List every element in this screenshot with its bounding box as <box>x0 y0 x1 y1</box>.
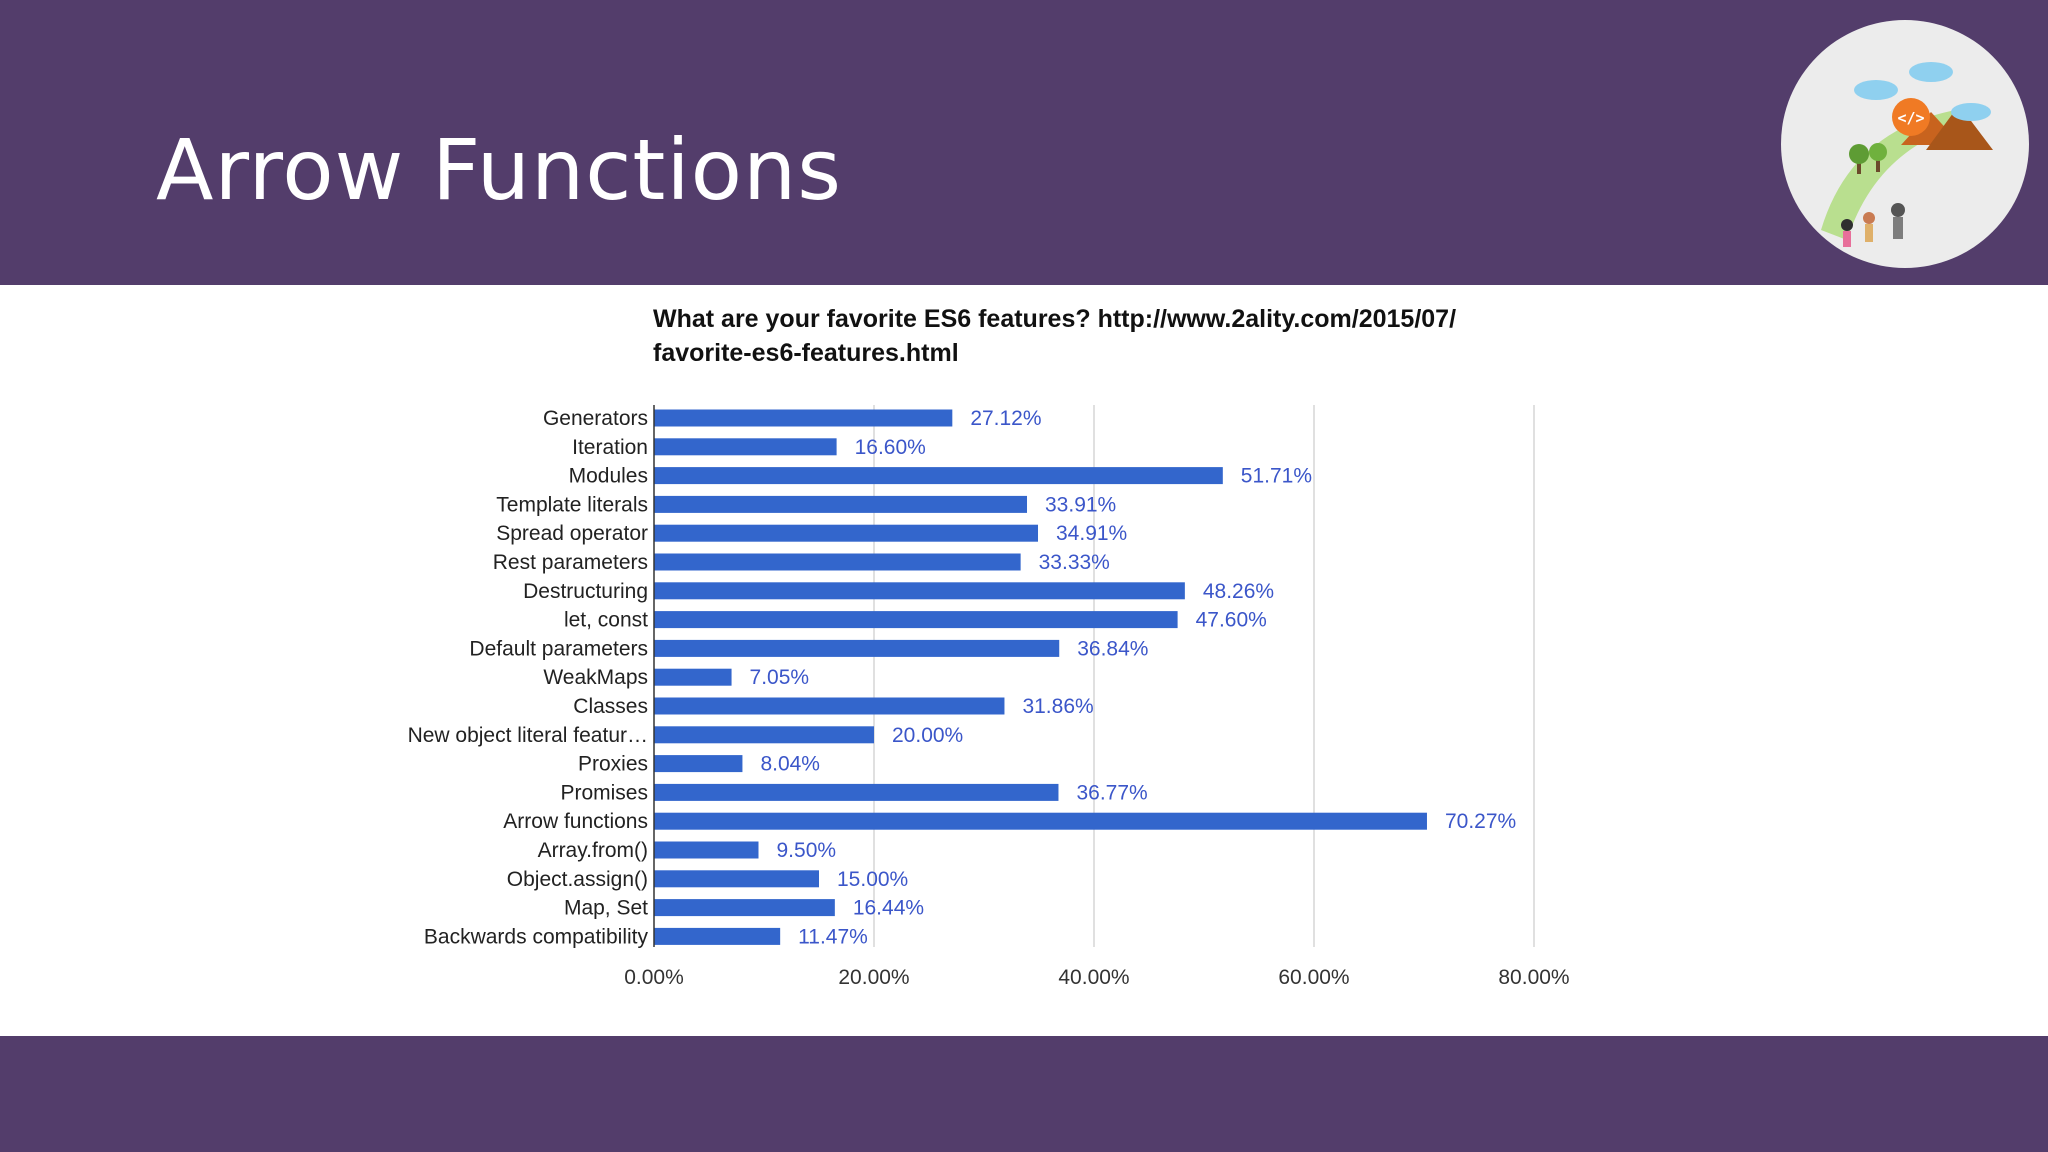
x-tick-label: 80.00% <box>1498 966 1569 989</box>
category-label: let, const <box>564 609 648 632</box>
category-label: Iteration <box>572 436 648 459</box>
category-label: Classes <box>573 695 648 718</box>
bar <box>654 841 759 859</box>
value-label: 48.26% <box>1203 580 1274 603</box>
x-tick-label: 40.00% <box>1058 966 1129 989</box>
category-label: Default parameters <box>469 637 648 660</box>
value-label: 47.60% <box>1196 609 1267 632</box>
footer-band <box>0 1036 2048 1152</box>
bar <box>654 899 835 917</box>
value-label: 31.86% <box>1022 695 1093 718</box>
slide-title: Arrow Functions <box>156 121 843 219</box>
bar <box>654 524 1039 542</box>
category-label: Destructuring <box>523 580 648 603</box>
category-label: WeakMaps <box>543 666 648 689</box>
chart-title-line-1: What are your favorite ES6 features? htt… <box>653 305 1457 333</box>
bar <box>654 812 1427 830</box>
value-label: 20.00% <box>892 724 963 747</box>
bar <box>654 639 1060 657</box>
value-label: 8.04% <box>760 753 820 776</box>
bar <box>654 467 1223 485</box>
category-label: Map, Set <box>564 897 648 920</box>
bar <box>654 438 837 456</box>
value-label: 16.44% <box>853 897 924 920</box>
title-band <box>0 0 2048 285</box>
value-label: 15.00% <box>837 868 908 891</box>
value-label: 51.71% <box>1241 465 1312 488</box>
bar <box>654 783 1059 801</box>
category-label: Promises <box>560 781 648 804</box>
value-label: 36.77% <box>1076 781 1147 804</box>
value-label: 33.33% <box>1039 551 1110 574</box>
code-journey-logo-icon: </> <box>1781 20 2029 268</box>
category-label: Backwards compatibility <box>424 925 649 948</box>
bar <box>654 668 732 686</box>
bar <box>654 495 1028 513</box>
category-label: Generators <box>543 407 648 430</box>
category-label: Array.from() <box>538 839 648 862</box>
bar-chart: 0.00% 20.00% 40.00% 60.00% 80.00% Generators 2… <box>408 405 1570 989</box>
category-label: Spread operator <box>496 522 648 545</box>
chart-title-line-2: favorite-es6-features.html <box>653 339 959 367</box>
value-label: 36.84% <box>1077 637 1148 660</box>
bar <box>654 870 819 888</box>
category-label: New object literal featur… <box>408 724 648 747</box>
x-tick-label: 60.00% <box>1278 966 1349 989</box>
category-label: Proxies <box>578 753 648 776</box>
value-label: 11.47% <box>798 925 868 948</box>
value-label: 9.50% <box>777 839 837 862</box>
bar <box>654 553 1021 571</box>
bar <box>654 409 953 427</box>
bar <box>654 726 874 744</box>
value-label: 27.12% <box>970 407 1041 430</box>
category-label: Rest parameters <box>493 551 648 574</box>
bar <box>654 582 1185 600</box>
value-label: 34.91% <box>1056 522 1127 545</box>
x-tick-label: 0.00% <box>624 966 684 989</box>
bar <box>654 927 781 945</box>
category-label: Modules <box>569 465 648 488</box>
category-label: Object.assign() <box>507 868 648 891</box>
value-label: 16.60% <box>855 436 926 459</box>
category-label: Arrow functions <box>503 810 648 833</box>
bar <box>654 755 743 773</box>
svg-text:</>: </> <box>1897 109 1924 127</box>
x-tick-label: 20.00% <box>838 966 909 989</box>
bar <box>654 697 1005 715</box>
bar <box>654 611 1178 629</box>
chart-title: What are your favorite ES6 features? htt… <box>653 302 1573 370</box>
value-label: 70.27% <box>1445 810 1516 833</box>
value-label: 7.05% <box>750 666 810 689</box>
value-label: 33.91% <box>1045 493 1116 516</box>
category-label: Template literals <box>496 493 648 516</box>
